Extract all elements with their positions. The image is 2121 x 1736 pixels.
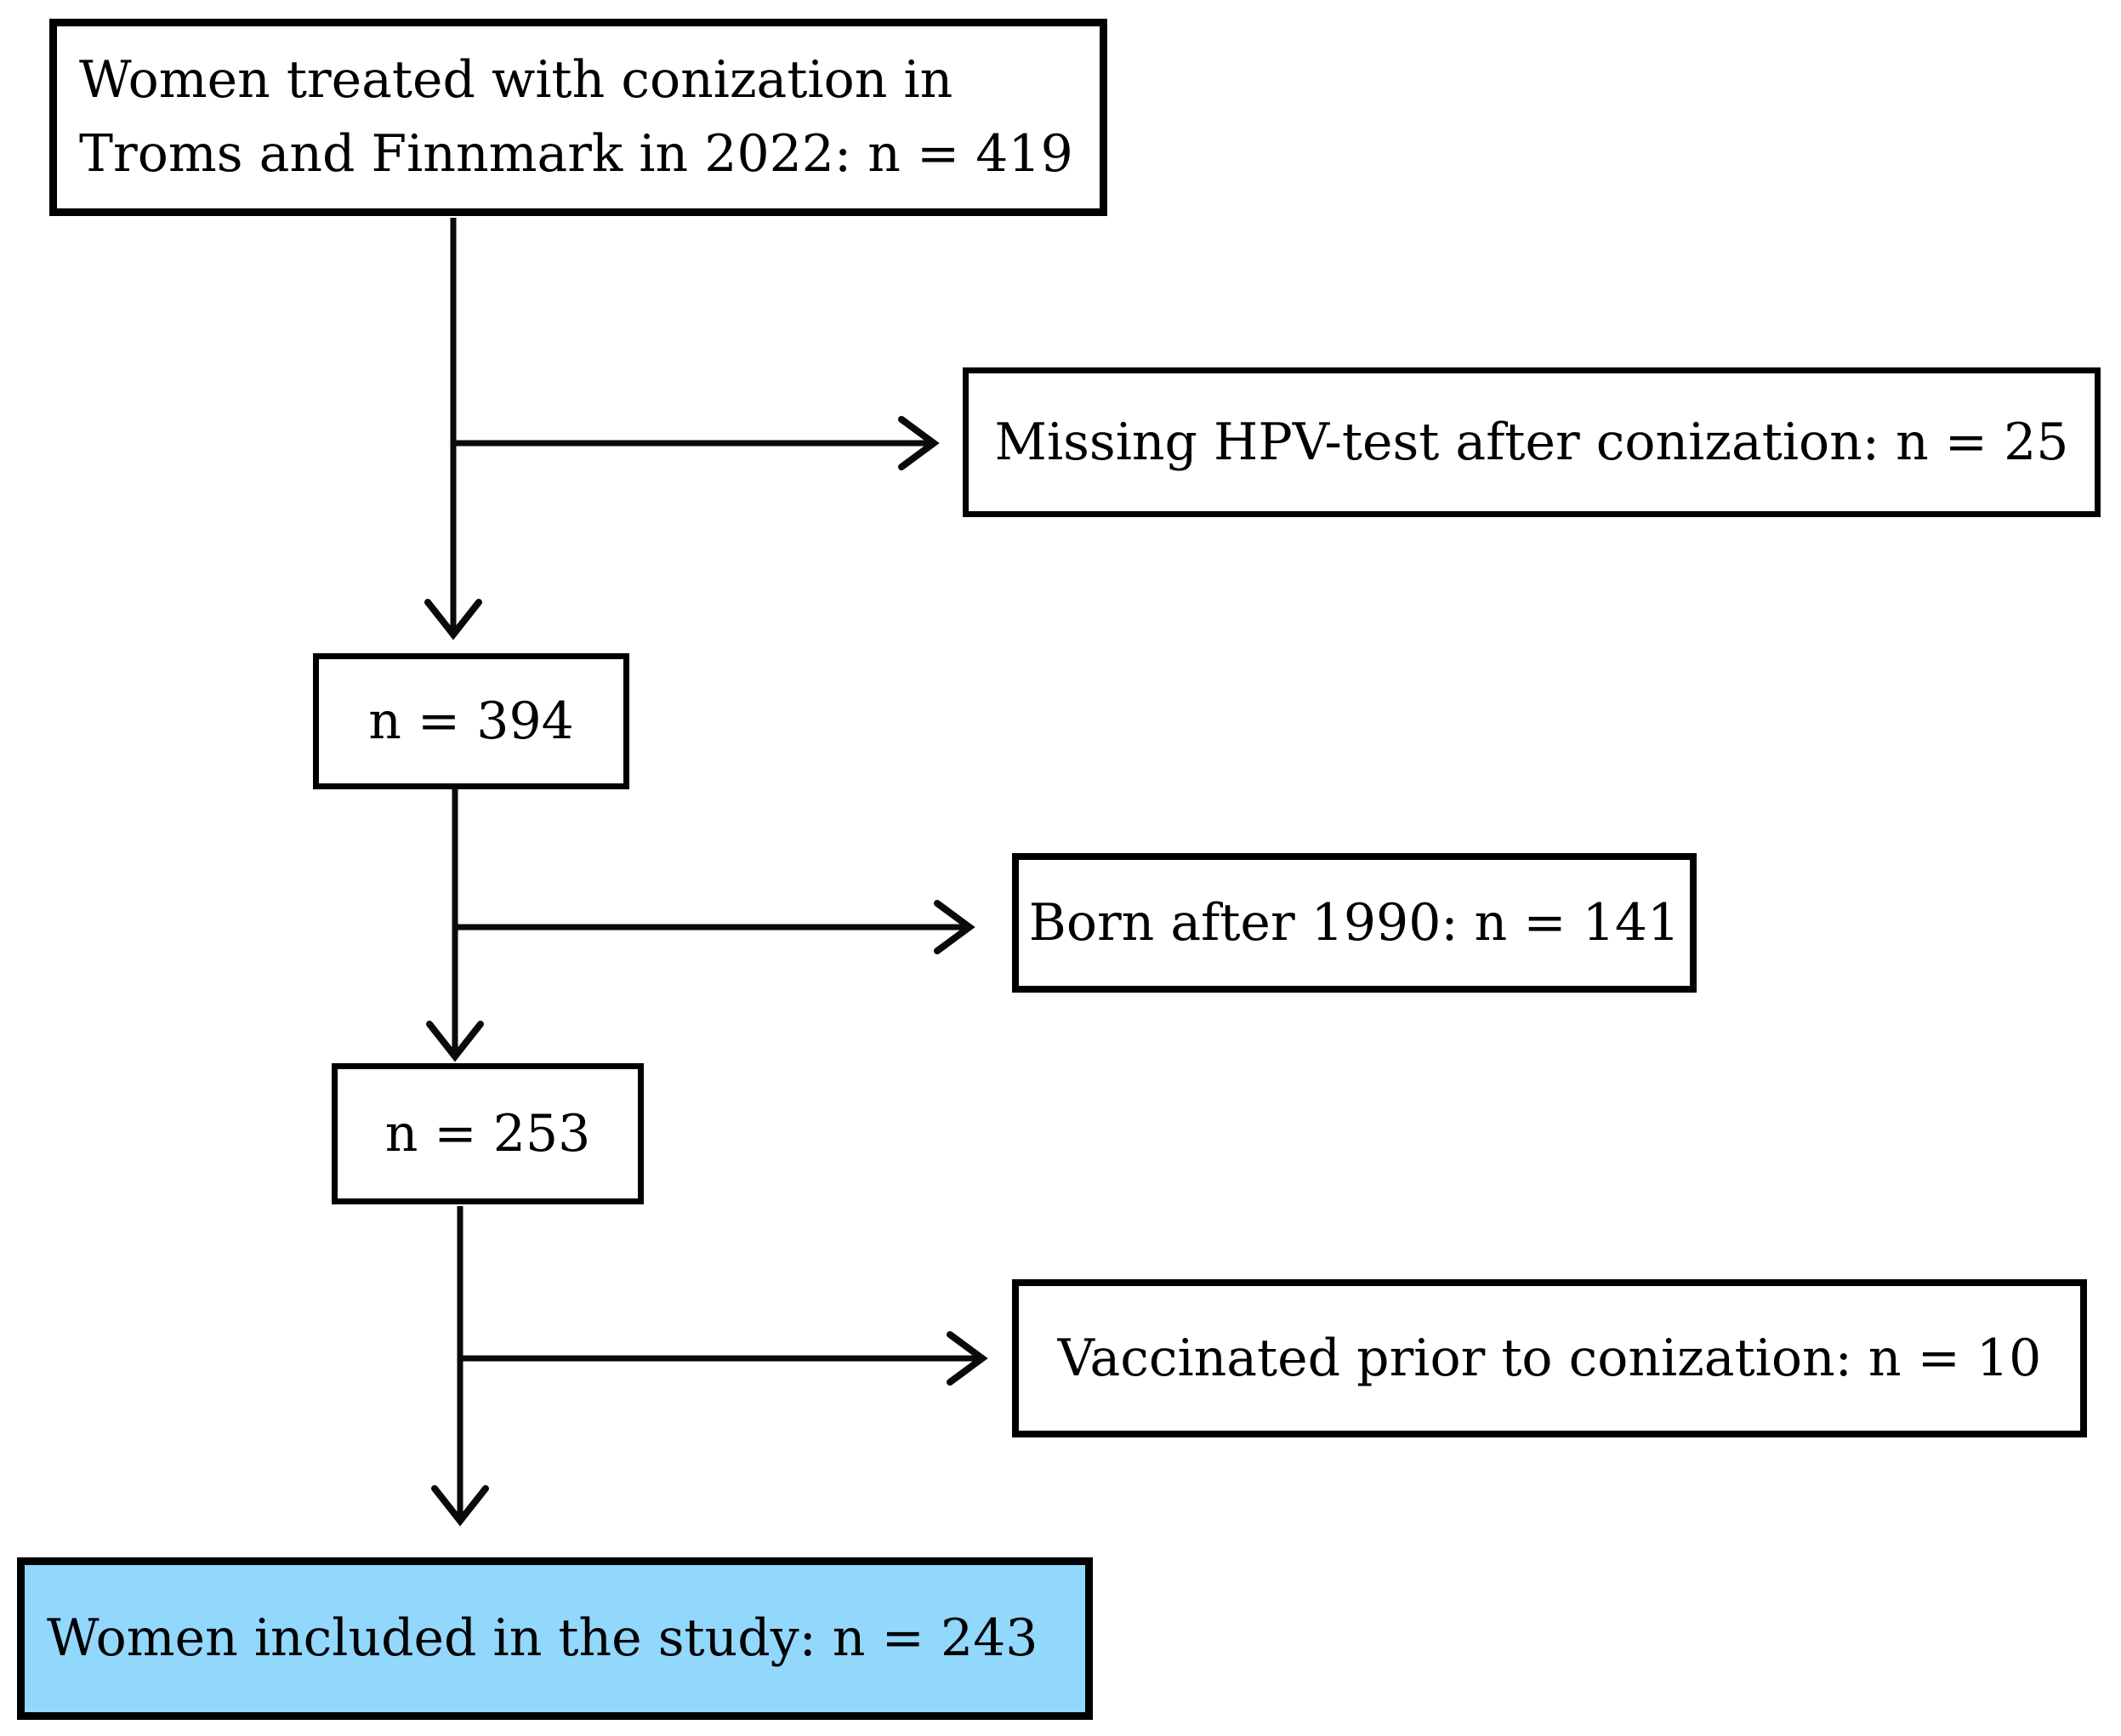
node-start-line2: Troms and Finnmark in 2022: n = 419	[79, 124, 1073, 184]
arrowhead-down-n394	[424, 599, 482, 640]
node-excluded-born-after-1990: Born after 1990: n = 141	[1012, 853, 1697, 993]
node-start-line1: Women treated with conization in	[79, 50, 953, 110]
node-excluded-vaccinated: Vaccinated prior to conization: n = 10	[1012, 1279, 2087, 1437]
arrowhead-down-n253	[426, 1021, 484, 1062]
node-excluded-born-after-1990-label: Born after 1990: n = 141	[1028, 892, 1680, 953]
arrowhead-down-included	[431, 1485, 489, 1527]
node-start-label: Women treated with conization in Troms a…	[79, 43, 1073, 191]
node-n394: n = 394	[313, 653, 629, 789]
arrowhead-right-vaccinated	[947, 1331, 988, 1386]
node-excluded-missing-hpv-label: Missing HPV-test after conization: n = 2…	[994, 412, 2069, 472]
node-start-population: Women treated with conization in Troms a…	[49, 19, 1107, 216]
node-n253-label: n = 253	[384, 1103, 591, 1164]
arrowhead-right-missing-hpv	[898, 416, 940, 470]
node-n394-label: n = 394	[368, 691, 574, 751]
node-included-in-study-label: Women included in the study: n = 243	[47, 1608, 1038, 1668]
node-excluded-vaccinated-label: Vaccinated prior to conization: n = 10	[1057, 1328, 2042, 1388]
node-included-in-study: Women included in the study: n = 243	[17, 1557, 1093, 1720]
node-excluded-missing-hpv: Missing HPV-test after conization: n = 2…	[963, 367, 2101, 517]
node-n253: n = 253	[332, 1063, 644, 1204]
arrowhead-right-born-after-1990	[934, 900, 975, 954]
